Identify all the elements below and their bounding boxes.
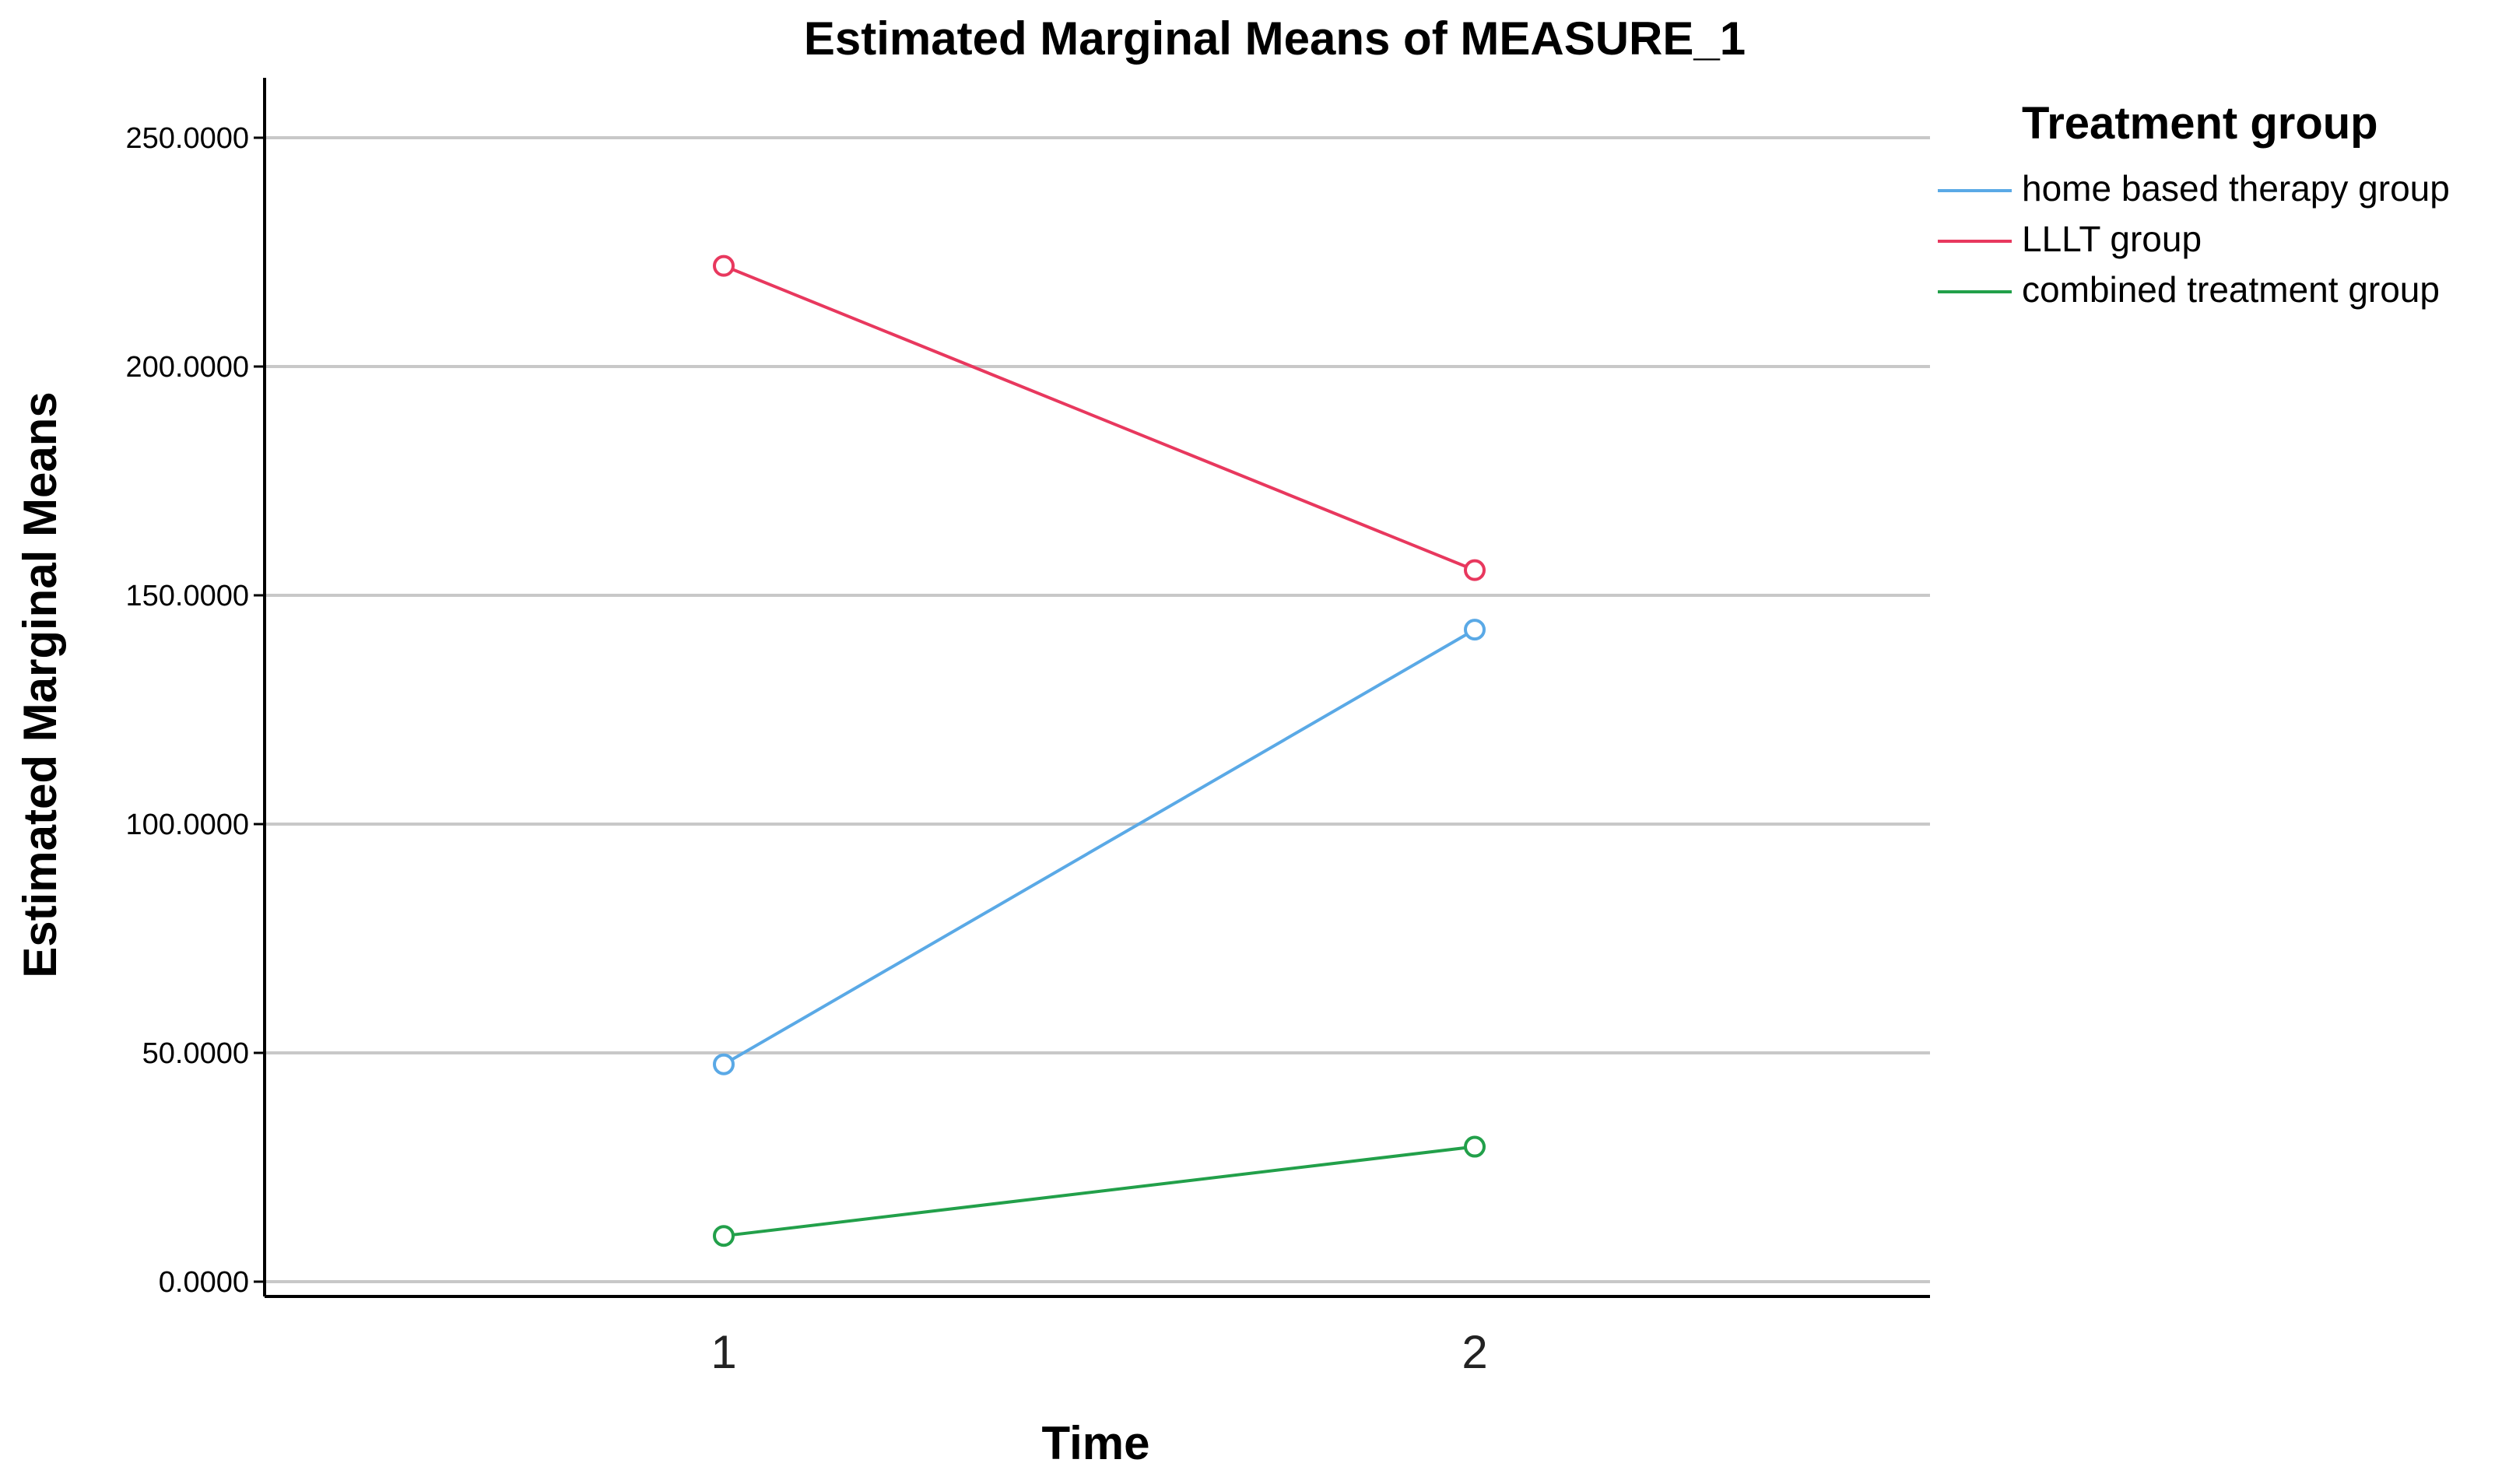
y-tick-label: 100.0000 — [126, 809, 250, 841]
legend: Treatment group home based therapy group… — [1938, 98, 2450, 310]
series-lines — [713, 254, 1486, 1247]
x-axis-title: Time — [1042, 1417, 1150, 1469]
series-line — [722, 628, 1476, 1066]
series-line — [723, 264, 1476, 572]
legend-label: LLLT group — [2022, 219, 2202, 259]
data-point — [1464, 559, 1486, 581]
x-tick-label: 2 — [1462, 1326, 1487, 1378]
series-line — [723, 1145, 1476, 1238]
legend-items: home based therapy group LLLT group combin… — [1938, 168, 2450, 310]
y-tick-label: 150.0000 — [126, 580, 250, 612]
legend-label: home based therapy group — [2022, 168, 2450, 209]
y-tick-label: 250.0000 — [126, 122, 250, 155]
data-point — [713, 1053, 735, 1075]
x-tick-label: 1 — [711, 1326, 736, 1378]
legend-label: combined treatment group — [2022, 269, 2440, 310]
y-tick-labels: 0.0000 50.0000 100.0000 150.0000 200.0000 250… — [126, 122, 250, 1299]
data-point — [1464, 619, 1486, 641]
y-tick-label: 200.0000 — [126, 351, 250, 384]
data-point — [1464, 1135, 1486, 1158]
gridlines — [254, 136, 1930, 1283]
y-tick-label: 50.0000 — [142, 1037, 249, 1070]
chart-title: Estimated Marginal Means of MEASURE_1 — [804, 12, 1746, 65]
data-point — [713, 254, 735, 277]
legend-title: Treatment group — [2022, 98, 2378, 149]
data-point — [713, 1225, 735, 1247]
y-tick-label: 0.0000 — [159, 1266, 249, 1299]
y-axis-title: Estimated Marginal Means — [14, 391, 66, 978]
axes — [263, 78, 1930, 1298]
